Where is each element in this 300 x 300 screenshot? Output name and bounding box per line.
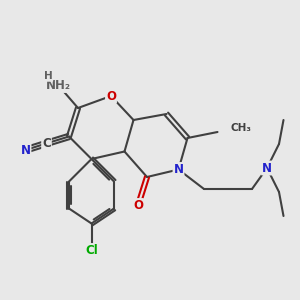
- Text: Cl: Cl: [85, 244, 98, 257]
- Text: O: O: [106, 89, 116, 103]
- Text: NH₂: NH₂: [46, 79, 71, 92]
- Text: N: N: [20, 143, 31, 157]
- Text: C: C: [42, 137, 51, 150]
- Text: N: N: [262, 161, 272, 175]
- Text: N: N: [173, 163, 184, 176]
- Text: CH₃: CH₃: [230, 123, 251, 134]
- Text: H: H: [44, 71, 52, 81]
- Text: O: O: [133, 199, 143, 212]
